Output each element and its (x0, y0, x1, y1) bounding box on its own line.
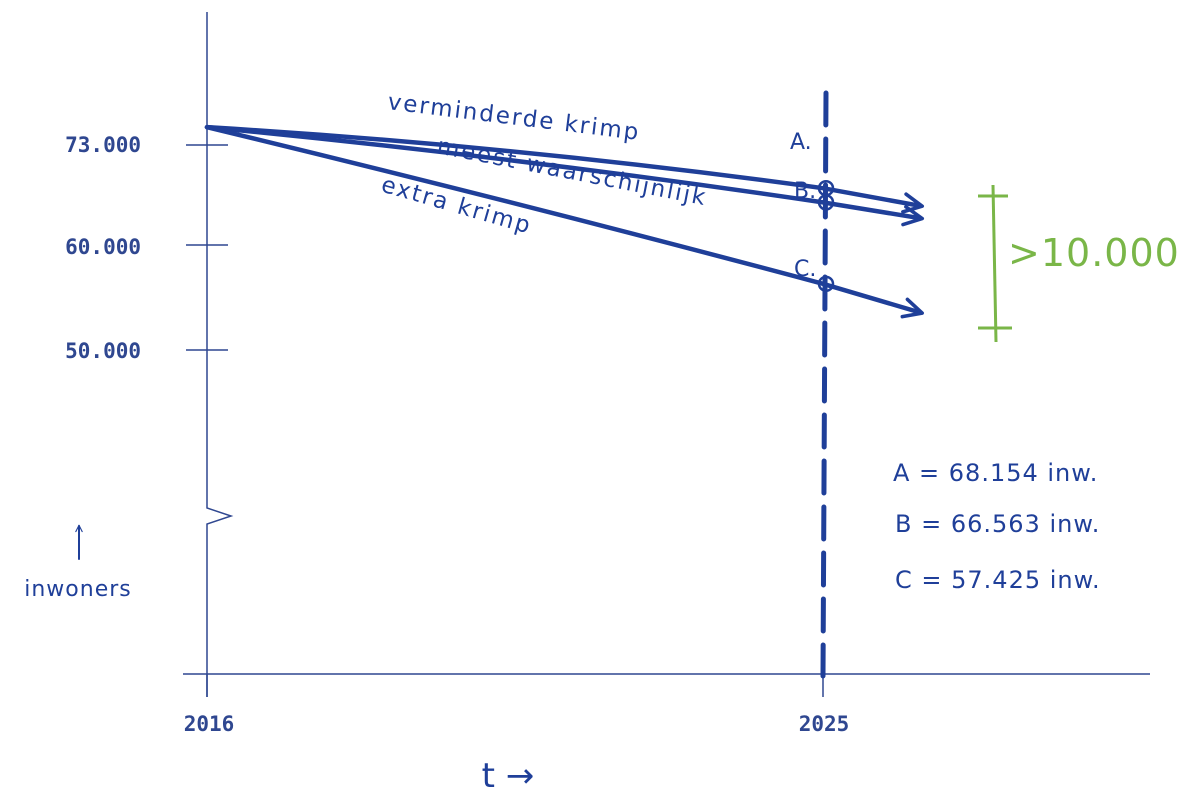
y-tick-label: 60.000 (65, 235, 141, 259)
data-point (817, 194, 835, 211)
x-tick-label: 2016 (184, 712, 235, 736)
series-line (204, 124, 924, 319)
series-label: extra krimp (378, 172, 535, 240)
difference-bracket (991, 184, 998, 343)
difference-annotation: >10.000 (1008, 231, 1180, 275)
y-tick-label: 73.000 (65, 133, 141, 157)
series-label: verminderde krimp (386, 89, 641, 146)
series-line (204, 124, 925, 227)
series-layer (204, 124, 925, 319)
point-label: C. (794, 257, 816, 282)
point-label: B. (794, 179, 816, 204)
data-point (817, 275, 835, 293)
point-label: A. (790, 130, 812, 155)
y-axis-label: inwoners (24, 577, 132, 602)
value-annotation: B = 66.563 inw. (895, 510, 1100, 538)
x-tick-label: 2025 (799, 712, 850, 736)
value-annotation: C = 57.425 inw. (895, 566, 1101, 594)
series-line (204, 124, 925, 214)
x-axis-label: t → (482, 756, 535, 793)
value-annotation: A = 68.154 inw. (893, 459, 1098, 487)
y-tick-label: 50.000 (65, 339, 141, 363)
y-axis (206, 12, 234, 697)
